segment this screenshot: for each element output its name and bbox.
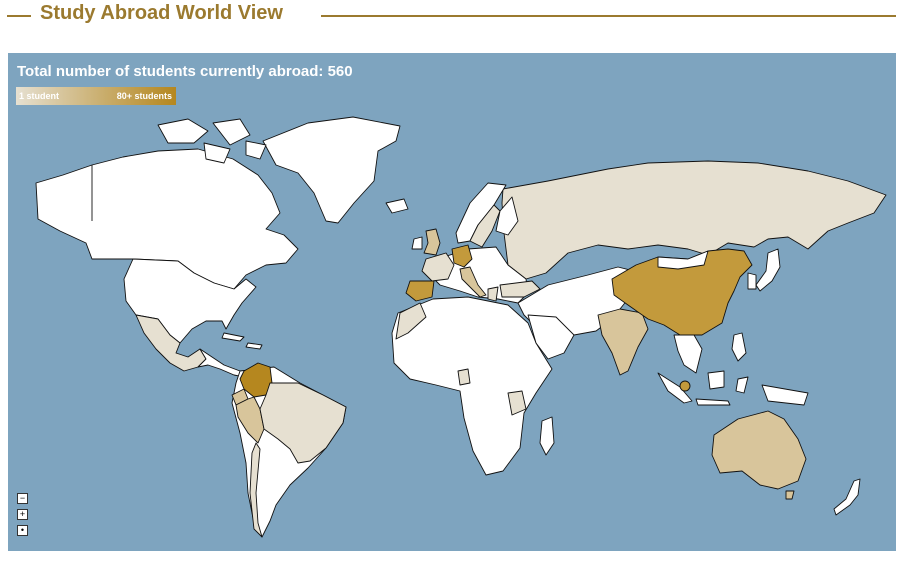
- country-spain[interactable]: [405, 280, 435, 302]
- country-ireland: [411, 236, 423, 250]
- country-russia[interactable]: [501, 160, 887, 280]
- country-chile[interactable]: [249, 442, 263, 538]
- zoom-in-button[interactable]: +: [17, 509, 28, 520]
- color-scale-legend: 1 student 80+ students: [16, 87, 176, 105]
- country-italy[interactable]: [459, 266, 487, 298]
- philippines: [731, 332, 747, 362]
- central-america: [197, 348, 245, 378]
- country-canada[interactable]: [35, 148, 299, 290]
- country-australia[interactable]: [711, 410, 807, 490]
- southeast-asia: [673, 334, 703, 374]
- legend-max-label: 80+ students: [116, 91, 172, 101]
- madagascar: [539, 416, 555, 456]
- country-ghana[interactable]: [457, 368, 471, 386]
- country-brazil[interactable]: [259, 382, 347, 464]
- caribbean-islands: [221, 332, 263, 350]
- country-germany[interactable]: [451, 244, 473, 268]
- zoom-out-button[interactable]: −: [17, 493, 28, 504]
- country-france[interactable]: [421, 252, 455, 282]
- heading-rule-right: [321, 15, 896, 17]
- country-mongolia: [657, 250, 709, 270]
- map-canvas[interactable]: [8, 53, 896, 551]
- canadian-islands: [157, 118, 267, 164]
- new-zealand: [833, 478, 861, 516]
- iceland: [385, 198, 409, 214]
- total-students-label: Total number of students currently abroa…: [17, 63, 353, 80]
- country-india[interactable]: [597, 308, 649, 376]
- country-greenland[interactable]: [262, 116, 401, 224]
- tasmania: [785, 490, 795, 500]
- arabian-peninsula: [527, 314, 575, 360]
- heading-rule-left: [7, 15, 31, 17]
- africa: [391, 296, 553, 476]
- country-greece[interactable]: [487, 286, 499, 302]
- country-singapore[interactable]: [679, 380, 691, 392]
- country-united-kingdom[interactable]: [423, 228, 441, 256]
- country-finland: [495, 196, 519, 236]
- page-title: Study Abroad World View: [40, 2, 283, 24]
- japan: [755, 248, 781, 292]
- legend-min-label: 1 student: [19, 91, 60, 101]
- reset-view-button[interactable]: •: [17, 525, 28, 536]
- country-morocco[interactable]: [395, 302, 427, 340]
- country-tanzania[interactable]: [507, 390, 527, 416]
- indonesia: [657, 370, 809, 406]
- country-turkey[interactable]: [499, 280, 541, 298]
- korea: [747, 272, 757, 290]
- world-map[interactable]: Total number of students currently abroa…: [8, 53, 896, 551]
- section-heading: Study Abroad World View: [0, 0, 907, 30]
